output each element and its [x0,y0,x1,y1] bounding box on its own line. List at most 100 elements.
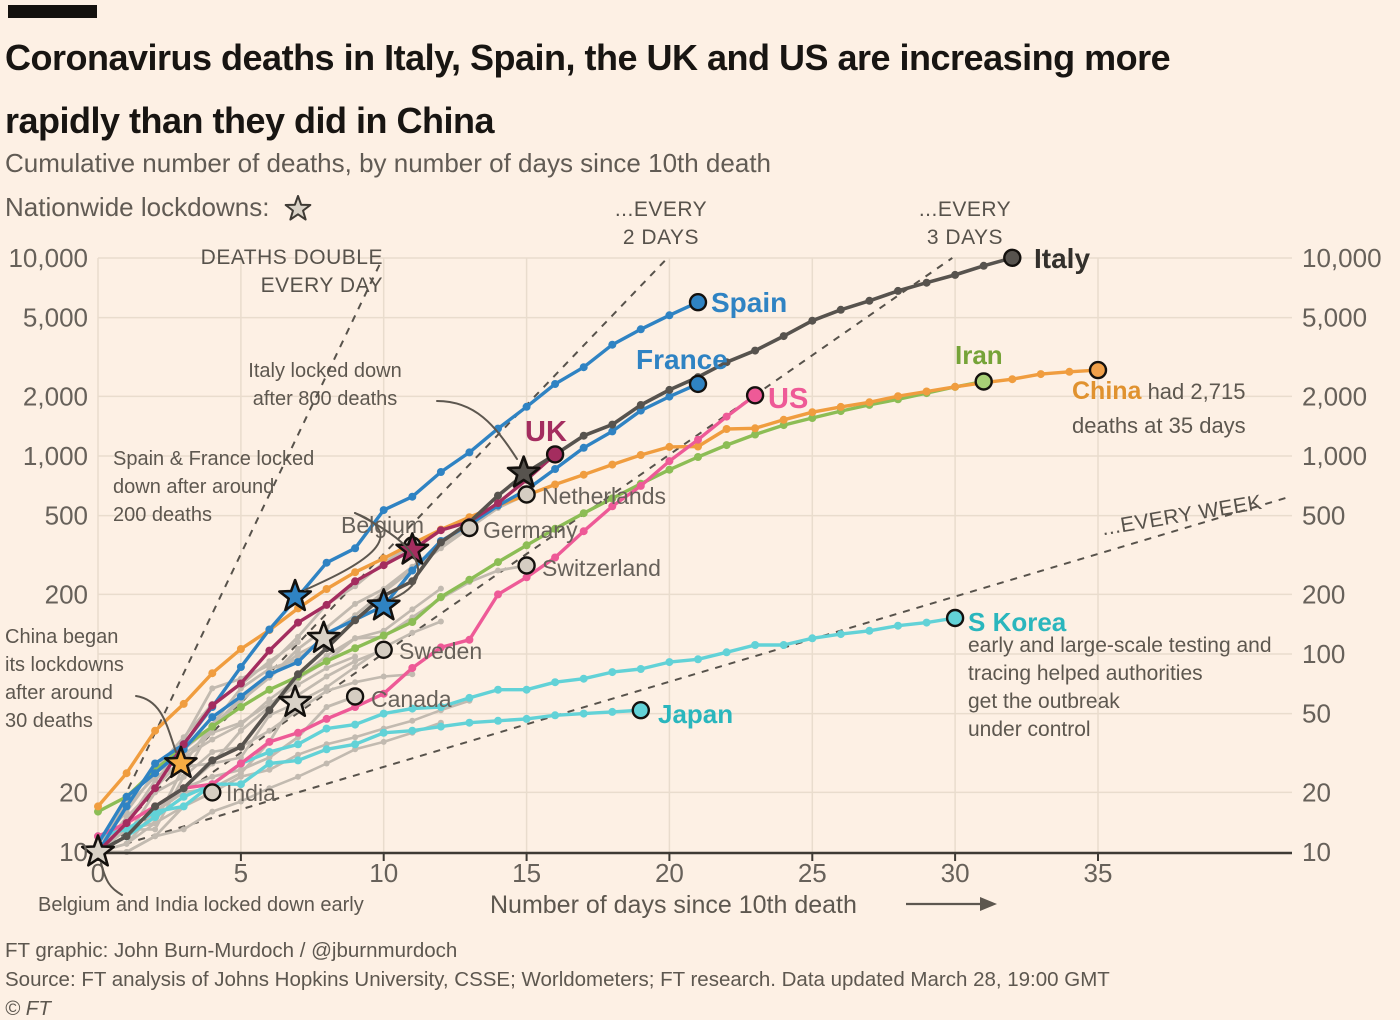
endpoint-marker-iran [974,372,993,391]
y-tick-label-right: 20 [1302,777,1331,807]
annotation-china-lockdown: China began [5,626,118,648]
x-tick-label: 20 [655,858,684,888]
annotation-china-lockdown: 30 deaths [5,710,93,732]
y-tick-label-right: 1,000 [1302,441,1367,471]
series-label-france: France [636,344,728,375]
annotation-connector [100,862,123,896]
y-tick-label-left: 20 [59,777,88,807]
series-line-gray-4 [96,673,414,854]
endpoint-marker-s-korea [945,608,965,628]
annotation-connector [436,400,518,460]
series-line-netherlands [96,493,528,854]
annotation-skorea-note: get the outbreak [968,690,1120,713]
y-tick-label-right: 100 [1302,639,1345,669]
page-title: Coronavirus deaths in Italy, Spain, the … [5,26,1305,152]
y-tick-label-right: 2,000 [1302,381,1367,411]
series-label-germany: Germany [483,517,578,543]
y-tick-label-right: 500 [1302,501,1345,531]
endpoint-marker-us [745,386,765,405]
series-line-japan [96,708,643,854]
series-labels: Belgium India Canada Sweden Switzerland Germa… [226,243,1090,806]
guide-label: ...EVERY [919,198,1011,221]
endpoint-marker-india [203,783,222,802]
y-tick-label-left: 200 [45,579,88,609]
series-line-iran [96,379,986,814]
endpoint-marker-japan [631,701,650,720]
series-label-japan: Japan [658,699,733,729]
lockdown-star-icon-china [163,745,198,779]
guide-line-deaths-double-every-day [97,258,384,853]
series-label-switzerland: Switzerland [542,555,661,581]
y-tick-label-right: 200 [1302,579,1345,609]
y-tick-label-left: 10 [59,837,88,867]
y-tick-label-left: 5,000 [23,303,88,333]
endpoint-marker-france [688,374,708,394]
chart-subtitle: Cumulative number of deaths, by number o… [5,148,771,178]
lockdown-legend-label: Nationwide lockdowns: [5,192,270,222]
guide-label: 3 DAYS [927,226,1003,249]
series-label-uk: UK [525,416,567,448]
series-label-belgium: Belgium [341,512,424,538]
annotations: Italy locked down after 800 deaths Spain &… [5,360,1272,916]
annotation-belgium-india-lockdown: Belgium and India locked down early [38,894,364,916]
endpoint-marker-switzerland [517,556,536,575]
annotation-italy-lockdown: after 800 deaths [253,388,398,410]
annotation-spain-france-lockdown: Spain & France locked [113,448,314,470]
x-axis-title: Number of days since 10th death [490,891,857,919]
guide-label: DEATHS DOUBLE [201,246,383,269]
series-label-canada: Canada [371,686,452,712]
lockdown-legend: Nationwide lockdowns: [5,192,313,223]
endpoint-marker-uk [545,445,565,464]
copyright-line: © FT [5,997,51,1020]
ft-brand-bar [8,5,97,18]
y-tick-label-left: 2,000 [23,381,88,411]
y-tick-label-left: 500 [45,501,88,531]
annotation-china-lockdown: after around [5,682,113,704]
lockdown-star-icon-spain [278,578,313,612]
lockdown-star-icon-gray-country-b [306,620,341,653]
annotation-china-lockdown: its lockdowns [5,654,124,676]
lockdown-star-icon-belgium-and-india [81,834,115,867]
endpoint-marker-netherlands [517,485,536,504]
y-tick-label-left: 10,000 [8,243,88,273]
annotation-skorea-note: early and large-scale testing and [968,634,1272,657]
series-label-iran: Iran [955,340,1003,370]
endpoint-marker-italy [1003,248,1022,267]
lockdown-stars [81,455,541,867]
y-tick-label-right: 5,000 [1302,303,1367,333]
chart-footer: FT graphic: John Burn-Murdoch / @jburnmu… [5,936,1110,1020]
guide-label: ...EVERY WEEK [1100,491,1264,540]
credit-line: FT graphic: John Burn-Murdoch / @jburnmu… [5,939,458,962]
endpoint-marker-sweden [374,640,393,659]
x-tick-label: 10 [369,858,398,888]
series-line-china [96,368,1100,809]
x-tick-label: 25 [798,858,827,888]
guide-label: EVERY DAY [261,274,383,297]
lockdown-star-icon-france [366,588,401,621]
x-tick-label: 15 [512,858,541,888]
guide-label: 2 DAYS [623,226,699,249]
annotation-china-endpoint: China had 2,715 [1072,377,1245,405]
y-tick-label-left: 1,000 [23,441,88,471]
series-label-s-korea: S Korea [968,607,1067,637]
annotation-spain-france-lockdown: 200 deaths [113,504,212,526]
annotation-skorea-note: tracing helped authorities [968,662,1203,685]
x-axis-arrowhead-icon [980,897,997,911]
guide-line--every-week [97,495,1290,853]
endpoint-marker-canada [345,687,365,706]
lockdown-star-icon [285,195,312,221]
source-line: Source: FT analysis of Johns Hopkins Uni… [5,968,1110,991]
annotation-italy-lockdown: Italy locked down [248,360,401,382]
x-tick-label: 5 [234,858,248,888]
series-label-india: India [226,780,276,806]
series-label-italy: Italy [1034,243,1090,274]
guide-line--every-3-days [97,257,953,853]
lockdown-star-icon-gray-country-a [278,684,313,717]
annotation-connector [135,695,177,753]
page-title-line-2: rapidly than they did in China [5,100,495,141]
series-label-spain: Spain [711,287,787,318]
page-title-line-1: Coronavirus deaths in Italy, Spain, the … [5,37,1171,78]
endpoint-marker-germany [460,518,479,538]
